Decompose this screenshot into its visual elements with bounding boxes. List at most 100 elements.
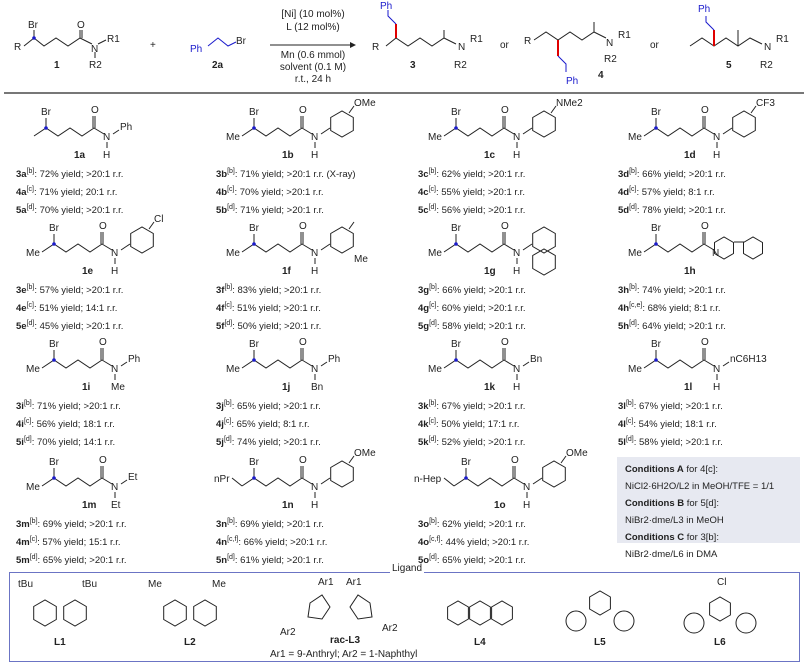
product-id: 5j — [216, 437, 224, 449]
aryl-ring — [330, 460, 354, 488]
stereocenter-dot — [252, 242, 256, 246]
stereocenter-dot — [52, 242, 56, 246]
result-line: 4o[c,f]: 44% yield; >20:1 r.r. — [418, 532, 529, 550]
substrate-1e: Me Br O NH Cl 1e — [26, 214, 163, 277]
br-label: Br — [249, 223, 260, 234]
result-line: 5a[d]: 70% yield; >20:1 r.r. — [16, 200, 123, 218]
product-id: 5o — [418, 555, 430, 567]
product-id: 3e — [16, 285, 27, 297]
condition-line: r.t., 24 h — [295, 74, 331, 85]
yield-text: : 65% yield; >20:1 r.r. — [436, 555, 526, 567]
footnote: [d] — [23, 436, 32, 444]
result-line: 4a[c]: 71% yield; 20:1 r.r. — [16, 182, 123, 200]
product-id: 5b — [216, 205, 228, 217]
result-line: 3g[b]: 66% yield; >20:1 r.r. — [418, 280, 526, 298]
compound-label: 1a — [74, 150, 86, 161]
para-substituent: OMe — [354, 98, 376, 109]
plus-sign: + — [150, 40, 156, 51]
r2-substituent: H — [513, 382, 520, 393]
product-id: 5m — [16, 555, 30, 567]
footnote: [d] — [429, 554, 437, 562]
o-label: O — [299, 455, 307, 466]
stereocenter-dot — [454, 358, 458, 362]
footnote: [b] — [429, 284, 437, 291]
footnote: [c] — [625, 418, 634, 426]
footnote: [b] — [625, 400, 634, 407]
yield-text: : 71% yield; >20:1 r.r. — [234, 205, 324, 217]
br-label: Br — [451, 339, 462, 350]
yield-text: : 52% yield; >20:1 r.r. — [436, 437, 526, 449]
n-label: N — [91, 44, 98, 55]
stereocenter-dot — [252, 476, 256, 480]
br-label: Br — [651, 223, 662, 234]
r1-substituent: Ph — [128, 354, 140, 365]
br-label: Br — [249, 107, 260, 118]
benzene-ring — [33, 599, 57, 627]
condition-line: Mn (0.6 mmol) — [281, 50, 345, 61]
substrate-1i: Me Br O N Ph Me 1i — [26, 337, 140, 393]
br-label: Br — [28, 20, 39, 31]
product-id: 3h — [618, 285, 630, 297]
o-label: O — [701, 105, 709, 116]
yield-results: 3f[b]: 83% yield; >20:1 r.r. 4f[c]: 51% y… — [216, 280, 321, 334]
substrate-1c: Me Br O NH NMe2 1c — [428, 98, 583, 161]
footnote: [d] — [625, 436, 634, 444]
compound-label: 1g — [484, 266, 496, 277]
para-substituent: Cl — [154, 214, 163, 225]
yield-text: : 54% yield; 18:1 r.r. — [633, 419, 717, 431]
benzene-ring — [589, 590, 611, 616]
yield-results: 3j[b]: 65% yield; >20:1 r.r. 4j[c]: 65% y… — [216, 396, 321, 450]
ar1-label: Ar1 — [346, 577, 362, 588]
yield-text: : 71% yield; >20:1 r.r. — [31, 401, 121, 413]
n-label: N — [311, 482, 318, 493]
result-line: 4m[c]: 57% yield; 15:1 r.r. — [16, 532, 127, 550]
ligand-l5: L5 — [565, 590, 635, 648]
left-substituent: Me — [428, 248, 442, 259]
br-label: Br — [49, 339, 60, 350]
carbon-chain — [443, 105, 557, 148]
yield-text: : 55% yield; >20:1 r.r. — [435, 187, 525, 199]
yield-text: : 45% yield; >20:1 r.r. — [34, 321, 124, 333]
yield-text: : 44% yield; >20:1 r.r. — [440, 537, 530, 549]
condition-detail: NiBr2·dme/L3 in MeOH — [625, 515, 724, 526]
o-label: O — [501, 221, 509, 232]
r1-label: R1 — [618, 30, 631, 41]
product-id: 4e — [16, 303, 27, 315]
ligand-l2: Me Me L2 — [148, 579, 226, 648]
r-label: R — [524, 36, 531, 47]
product-id: 3k — [418, 401, 429, 413]
condition-line: L (12 mol%) — [286, 22, 340, 33]
o-label: O — [299, 337, 307, 348]
compound-label: 1c — [484, 150, 496, 161]
ar1-label: Ar1 — [318, 577, 334, 588]
left-substituent: Me — [26, 364, 40, 375]
r2-substituent: Et — [111, 500, 121, 511]
ar2-label: Ar2 — [382, 623, 398, 634]
product-id: 4n — [216, 537, 228, 549]
product-id: 3j — [216, 401, 224, 413]
yield-text: : 69% yield; >20:1 r.r. — [234, 519, 324, 531]
stereocenter-dot — [52, 358, 56, 362]
ligand-label: L4 — [474, 637, 486, 648]
yield-text: : 66% yield; >20:1 r.r. — [238, 537, 328, 549]
aryl-ring — [130, 226, 154, 254]
ligand-box: tBu tBu L1 Me Me L2 Ar1 Ar1 Ar2 Ar2 Ar1 = 9-Anthry… — [9, 572, 800, 662]
yield-text: : 60% yield; >20:1 r.r. — [436, 303, 526, 315]
h-label: H — [713, 150, 720, 161]
yield-text: : 67% yield; >20:1 r.r. — [436, 401, 526, 413]
h-label: H — [513, 150, 520, 161]
footnote: [c] — [29, 536, 38, 544]
n-label: N — [513, 364, 520, 375]
reaction-scheme: R Br O N R1 R2 1 + Ph Br 2a [Ni] (10 mol… — [14, 1, 789, 87]
or-text: or — [500, 40, 510, 51]
o-label: O — [77, 20, 85, 31]
result-line: 3i[b]: 71% yield; >20:1 r.r. — [16, 396, 121, 414]
condition-detail: NiCl2·6H2O/L2 in MeOH/TFE = 1/1 — [625, 481, 775, 492]
left-substituent: Me — [428, 364, 442, 375]
footnote: [d] — [629, 320, 637, 328]
n-label: N — [606, 38, 613, 49]
benzene-ring — [63, 599, 87, 627]
or-text: or — [650, 40, 660, 51]
substrate-1a: Br O N Ph H 1a — [33, 105, 132, 161]
result-line: 4n[c,f]: 66% yield; >20:1 r.r. — [216, 532, 327, 550]
